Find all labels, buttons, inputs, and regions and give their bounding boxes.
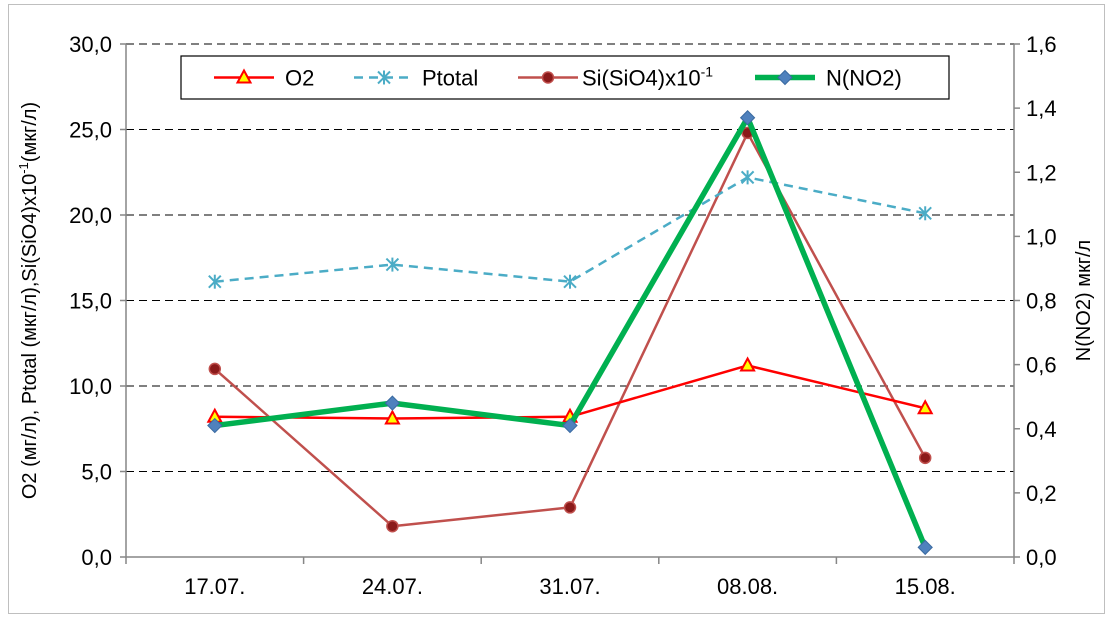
y-left-tick-label: 30,0 [69, 32, 112, 57]
x-tick-label: 24.07. [362, 574, 423, 599]
y-right-tick-label: 0,6 [1026, 353, 1057, 378]
data-point-o2 [739, 356, 756, 372]
x-tick-label: 15.08. [895, 574, 956, 599]
legend-label: Si(SiO4)x10-1 [582, 64, 713, 91]
y-left-tick-label: 0,0 [81, 545, 112, 570]
data-point-si-sio4-x10-1 [563, 501, 577, 514]
y-left-tick-label: 15,0 [69, 289, 112, 314]
data-point-n-no2 [739, 110, 756, 126]
x-tick-label: 31.07. [539, 574, 600, 599]
legend-swatch-marker [235, 68, 253, 84]
y-left-tick-label: 25,0 [69, 118, 112, 143]
y-left-tick-label: 10,0 [69, 374, 112, 399]
series-line-n-no2 [214, 114, 928, 549]
y-left-title-superscript: -1 [16, 162, 31, 174]
axes: 0,0 5,0 10,0 15,0 20,0 25,0 30,0 0,0 0,2 0,4 0,6 0,… [16, 32, 1095, 599]
legend-swatch-marker [541, 71, 555, 84]
y-left-tick-label: 5,0 [81, 460, 112, 485]
data-point-o2 [384, 409, 401, 425]
legend-swatch-marker [777, 69, 793, 86]
x-tick-label: 08.08. [717, 574, 778, 599]
y-right-tick-label: 0,0 [1026, 545, 1057, 570]
y-left-title-main: O2 (мг/л), Ptotal (мкг/л),Si(SiO4)x10 [19, 174, 41, 499]
legend-label: N(NO2) [826, 66, 902, 91]
data-point-n-no2 [384, 395, 401, 411]
y-right-tick-label: 1,0 [1026, 224, 1057, 249]
legend-swatch-marker [377, 70, 391, 85]
data-point-si-sio4-x10-1 [208, 362, 222, 376]
series [206, 110, 934, 556]
data-point-o2 [917, 399, 934, 415]
data-point-n-no2 [207, 417, 223, 434]
chart-frame [8, 4, 1105, 614]
data-point-si-sio4-x10-1 [386, 519, 399, 533]
y-left-title-unit: (мкг/л) [19, 102, 41, 162]
y-right-tick-label: 0,4 [1026, 417, 1057, 442]
legend-label-main: Si(SiO4)x10 [582, 66, 701, 91]
y-right-tick-label: 0,8 [1026, 289, 1057, 314]
gridlines [126, 43, 1014, 472]
legend-label-superscript: -1 [701, 64, 714, 80]
series-line-ptotal [214, 176, 926, 283]
legend: O2 Ptotal Si(SiO4)x10-1 N(NO2) [180, 55, 950, 100]
data-point-ptotal [740, 170, 755, 185]
x-tick-label: 17.07. [184, 574, 245, 599]
data-point-n-no2 [917, 539, 933, 556]
data-point-ptotal [208, 274, 222, 289]
legend-label: O2 [285, 66, 314, 91]
y-right-tick-label: 1,4 [1026, 96, 1057, 121]
legend-label: Ptotal [422, 66, 478, 91]
y-right-tick-label: 1,2 [1026, 160, 1057, 185]
data-point-si-sio4-x10-1 [918, 451, 932, 465]
y-right-tick-label: 1,6 [1026, 32, 1057, 57]
y-left-tick-label: 20,0 [69, 203, 112, 228]
data-point-ptotal [385, 257, 400, 272]
data-point-ptotal [563, 274, 577, 289]
y-left-axis-title: O2 (мг/л), Ptotal (мкг/л),Si(SiO4)x10-1(… [16, 102, 41, 499]
y-right-tick-label: 0,2 [1026, 481, 1057, 506]
y-right-axis-title: N(NO2) мкг/л [1073, 240, 1095, 361]
data-point-ptotal [918, 206, 932, 221]
data-point-n-no2 [562, 417, 578, 434]
